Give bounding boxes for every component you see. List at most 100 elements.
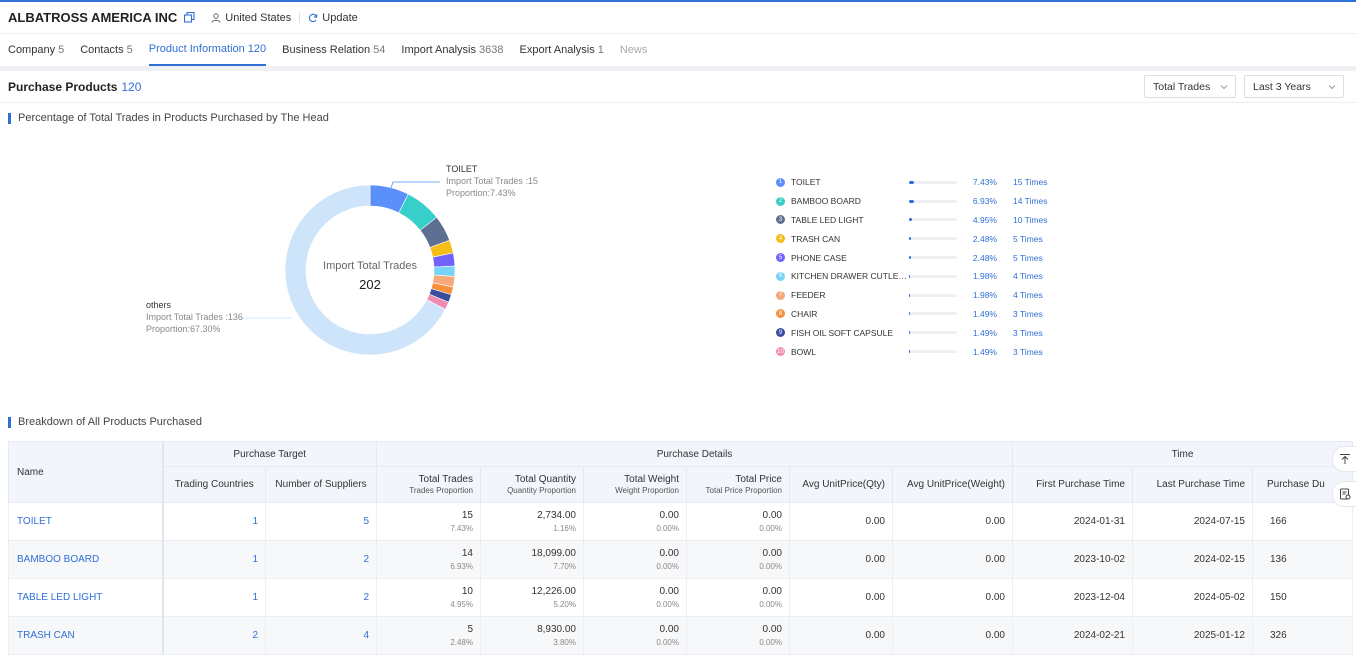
col-number-of-suppliers[interactable]: Number of Suppliers: [265, 466, 377, 503]
legend-item[interactable]: 6 KITCHEN DRAWER CUTLERY ... 1.98% 4 Times: [776, 267, 1076, 286]
trading-countries-link[interactable]: 1: [162, 578, 266, 617]
products-table: Name Purchase Target Purchase Details Ti…: [8, 441, 1353, 655]
legend-times: 4 Times: [1013, 290, 1043, 301]
col-total-price[interactable]: Total Price Total Price Proportion: [686, 466, 790, 503]
legend-item[interactable]: 9 FISH OIL SOFT CAPSULE 1.49% 3 Times: [776, 323, 1076, 342]
breakdown-title: Breakdown of All Products Purchased: [8, 417, 202, 428]
country-indicator: United States: [211, 12, 291, 24]
update-label: Update: [322, 11, 358, 24]
tab-product-information[interactable]: Product Information 120: [148, 34, 267, 66]
tab-business-relation[interactable]: Business Relation 54: [282, 34, 385, 66]
cell-proportion: 0.00%: [759, 600, 782, 609]
legend-marker: 3: [776, 215, 785, 225]
callout-toilet: TOILET Import Total Trades :15 Proportio…: [446, 163, 538, 199]
col-last-purchase-time[interactable]: Last Purchase Time: [1132, 466, 1253, 503]
legend-item[interactable]: 5 PHONE CASE 2.48% 5 Times: [776, 248, 1076, 267]
tab-contacts[interactable]: Contacts 5: [80, 34, 133, 66]
legend-percent: 1.98%: [972, 290, 997, 301]
tab-export-analysis[interactable]: Export Analysis 1: [520, 34, 604, 66]
col-first-purchase-time[interactable]: First Purchase Time: [1012, 466, 1133, 503]
col-avg-unitprice-qty[interactable]: Avg UnitPrice(Qty): [789, 466, 893, 503]
tab-news[interactable]: News: [620, 34, 648, 66]
country-label: United States: [225, 11, 292, 24]
purchase-duration-cell: 150: [1252, 578, 1353, 617]
feedback-button[interactable]: [1332, 481, 1356, 507]
suppliers-link[interactable]: 2: [265, 578, 377, 617]
cell-value: 15: [461, 510, 473, 521]
tab-company[interactable]: Company 5: [8, 34, 64, 66]
legend-bar: [909, 312, 957, 316]
trading-countries-link[interactable]: 1: [162, 540, 266, 579]
col-trading-countries[interactable]: Trading Countries: [162, 466, 266, 503]
update-button[interactable]: Update: [308, 11, 358, 24]
callout-name: TOILET: [446, 164, 478, 174]
col-avg-unitprice-weight[interactable]: Avg UnitPrice(Weight): [892, 466, 1013, 503]
copy-icon[interactable]: [184, 11, 195, 23]
donut-slice[interactable]: [284, 184, 446, 356]
suppliers-link[interactable]: 5: [265, 502, 377, 541]
back-to-top-button[interactable]: [1332, 446, 1356, 472]
pie-legend: 1 TOILET 7.43% 15 Times 2 BAMBOO BOARD 6.93% 14…: [776, 173, 1076, 361]
product-name-link[interactable]: TABLE LED LIGHT: [8, 578, 164, 617]
legend-times: 4 Times: [1013, 271, 1043, 282]
range-select[interactable]: Last 3 Years: [1244, 75, 1344, 98]
avg-unitprice-weight-cell: 0.00: [892, 616, 1013, 655]
tab-count: 5: [126, 44, 133, 56]
legend-item[interactable]: 3 TABLE LED LIGHT 4.95% 10 Times: [776, 211, 1076, 230]
col-total-weight[interactable]: Total Weight Weight Proportion: [583, 466, 687, 503]
tab-import-analysis[interactable]: Import Analysis 3638: [401, 34, 503, 66]
legend-times: 3 Times: [1013, 327, 1043, 338]
cell-value: 10: [461, 586, 473, 597]
col-total-quantity[interactable]: Total Quantity Quantity Proportion: [480, 466, 584, 503]
legend-percent: 1.98%: [972, 271, 997, 282]
avg-unitprice-qty-cell: 0.00: [789, 578, 893, 617]
legend-item[interactable]: 1 TOILET 7.43% 15 Times: [776, 173, 1076, 192]
legend-times: 15 Times: [1013, 177, 1048, 188]
legend-bar: [909, 293, 957, 297]
suppliers-link[interactable]: 2: [265, 540, 377, 579]
legend-item[interactable]: 10 BOWL 1.49% 3 Times: [776, 342, 1076, 361]
refresh-icon: [309, 13, 318, 22]
product-name-link[interactable]: TOILET: [8, 502, 164, 541]
legend-marker: 8: [776, 309, 785, 319]
pie-section-title: Percentage of Total Trades in Products P…: [8, 113, 329, 124]
legend-item[interactable]: 2 BAMBOO BOARD 6.93% 14 Times: [776, 192, 1076, 211]
legend-bar-fill: [909, 293, 911, 297]
cell-proportion: 0.00%: [759, 524, 782, 533]
legend-item[interactable]: 8 CHAIR 1.49% 3 Times: [776, 305, 1076, 324]
total-quantity-cell: 2,734.00 1.16%: [480, 502, 584, 541]
section-title: Purchase Products: [8, 79, 118, 94]
trading-countries-link[interactable]: 1: [162, 502, 266, 541]
col-label: Total Quantity: [514, 474, 576, 485]
legend-marker: 6: [776, 271, 785, 281]
tab-count: 3638: [479, 44, 504, 56]
legend-bar-fill: [909, 256, 911, 260]
cell-proportion: 7.43%: [450, 524, 473, 533]
legend-name: TOILET: [791, 177, 821, 188]
product-name-link[interactable]: TRASH CAN: [8, 616, 164, 655]
legend-bar: [909, 256, 957, 260]
legend-item[interactable]: 7 FEEDER 1.98% 4 Times: [776, 286, 1076, 305]
trading-countries-link[interactable]: 2: [162, 616, 266, 655]
legend-name: CHAIR: [791, 308, 818, 319]
col-total-trades[interactable]: Total Trades Trades Proportion: [376, 466, 481, 503]
metric-select[interactable]: Total Trades: [1144, 75, 1236, 98]
callout-trades: Import Total Trades :136: [146, 312, 243, 322]
chevron-down-icon: [1220, 85, 1228, 90]
purchase-duration-cell: 166: [1252, 502, 1353, 541]
legend-marker: 5: [776, 253, 785, 263]
cell-proportion: 0.00%: [656, 638, 679, 647]
avg-unitprice-qty-cell: 0.00: [789, 616, 893, 655]
suppliers-link[interactable]: 4: [265, 616, 377, 655]
legend-times: 5 Times: [1013, 233, 1043, 244]
legend-bar-fill: [909, 199, 914, 203]
tab-label: Export Analysis: [519, 44, 595, 56]
legend-bar-fill: [909, 180, 914, 184]
legend-times: 3 Times: [1013, 308, 1043, 319]
legend-percent: 1.49%: [972, 346, 997, 357]
legend-item[interactable]: 4 TRASH CAN 2.48% 5 Times: [776, 229, 1076, 248]
first-purchase-cell: 2024-01-31: [1012, 502, 1133, 541]
donut-center-label: Import Total Trades: [323, 260, 417, 272]
legend-marker: 9: [776, 328, 785, 338]
product-name-link[interactable]: BAMBOO BOARD: [8, 540, 164, 579]
